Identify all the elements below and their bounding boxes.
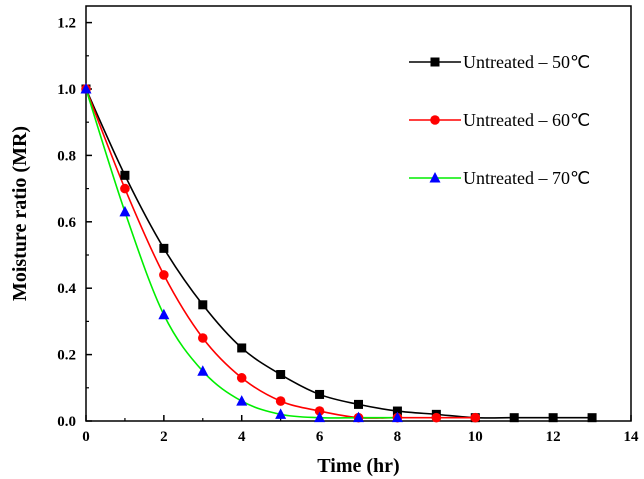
legend-label-1: Untreated – 50℃ bbox=[463, 52, 590, 72]
y-tick-label: 0.8 bbox=[57, 148, 76, 164]
series-2-curve bbox=[85, 88, 476, 419]
series-2-point bbox=[197, 333, 208, 343]
x-tick-label: 14 bbox=[624, 429, 640, 445]
series-3-point bbox=[158, 308, 170, 320]
y-tick-label: 0.2 bbox=[57, 348, 76, 364]
y-axis-title: Moisture ratio (MR) bbox=[9, 126, 31, 301]
series-1-point bbox=[587, 413, 597, 423]
x-tick-label: 6 bbox=[316, 429, 324, 445]
y-tick-label: 0.4 bbox=[57, 281, 76, 297]
series-2-point bbox=[275, 396, 286, 406]
fit-curves bbox=[85, 88, 593, 419]
x-axis-title: Time (hr) bbox=[317, 455, 399, 477]
x-tick-label: 10 bbox=[468, 429, 483, 445]
series-3-point bbox=[353, 411, 364, 423]
legend: Untreated – 50℃ Untreated – 60℃ Untreated … bbox=[409, 52, 590, 188]
series-2-point bbox=[314, 406, 325, 416]
series-2-point bbox=[120, 183, 130, 194]
series-1-point bbox=[392, 406, 402, 416]
series-1-point bbox=[198, 300, 208, 310]
series-1-point bbox=[159, 243, 169, 253]
series-1-point bbox=[120, 170, 130, 180]
series-1-point bbox=[315, 389, 325, 399]
series-2-point bbox=[470, 412, 481, 423]
series-1-point bbox=[237, 343, 247, 353]
series-2-point bbox=[159, 270, 169, 280]
x-tick-label: 4 bbox=[238, 429, 246, 445]
series-3-curve bbox=[85, 88, 398, 419]
y-tick-label: 0.6 bbox=[57, 215, 76, 231]
legend-marker-3 bbox=[429, 172, 441, 183]
x-tick-label: 0 bbox=[82, 429, 90, 445]
series-3-point bbox=[275, 408, 287, 419]
series-3-point bbox=[80, 83, 92, 94]
series-3-point bbox=[119, 205, 131, 217]
series-3-point bbox=[236, 395, 248, 406]
series-2-point bbox=[431, 412, 442, 423]
x-tick-label: 2 bbox=[160, 429, 168, 445]
series-1-point bbox=[509, 413, 519, 423]
series-3-point bbox=[197, 365, 209, 376]
y-tick-label: 0.0 bbox=[57, 414, 76, 430]
y-tick-label: 1.2 bbox=[57, 16, 76, 32]
series-1-curve bbox=[85, 88, 593, 419]
x-tick-label: 12 bbox=[546, 429, 561, 445]
series-1-point bbox=[548, 413, 558, 423]
legend-label-2: Untreated – 60℃ bbox=[463, 110, 590, 130]
legend-marker-2 bbox=[430, 115, 440, 125]
y-tick-label: 1.0 bbox=[57, 82, 76, 98]
series-1-point bbox=[354, 399, 363, 409]
legend-label-3: Untreated – 70℃ bbox=[463, 168, 590, 188]
data-markers bbox=[80, 83, 597, 423]
legend-marker-1 bbox=[430, 57, 440, 67]
series-1-point bbox=[276, 370, 286, 380]
x-tick-label: 8 bbox=[394, 429, 402, 445]
series-3-point bbox=[391, 411, 403, 423]
series-2-point bbox=[236, 373, 247, 383]
series-3-point bbox=[314, 411, 326, 423]
